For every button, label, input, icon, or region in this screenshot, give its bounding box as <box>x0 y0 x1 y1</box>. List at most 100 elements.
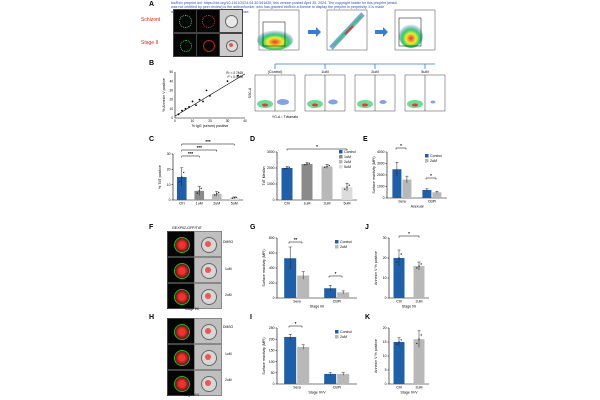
legend-label: 2uM <box>344 160 351 164</box>
x-axis-label: % IgG (serum) positive <box>192 124 229 128</box>
micrograph-grid-f <box>167 231 247 313</box>
data-point <box>216 193 218 195</box>
micrograph-dic <box>194 344 222 370</box>
data-point <box>288 166 290 169</box>
regression-line <box>174 73 246 117</box>
y-tick-label: 600 <box>269 251 275 255</box>
panel-label-a: A <box>149 1 155 8</box>
event-cloud-positive <box>430 100 436 104</box>
y-tick-label: 15 <box>383 340 387 344</box>
data-point <box>184 107 187 110</box>
significance-label: * <box>316 144 318 149</box>
y-tick-label: 400 <box>269 266 275 270</box>
flow-plot-2 <box>326 9 368 51</box>
bar <box>341 187 353 200</box>
bar <box>284 336 297 384</box>
y-tick-label: 0 <box>383 196 385 200</box>
legend-swatch <box>335 330 339 334</box>
y-tick-label: 800 <box>269 236 275 240</box>
y-axis-label: % TdT positive <box>158 165 162 189</box>
data-point <box>191 100 194 103</box>
group-label: Stage IV/V <box>308 391 326 395</box>
data-point <box>420 334 422 336</box>
panel-label-b: B <box>149 60 155 67</box>
data-point <box>182 171 185 174</box>
x-tick-label: CBPI <box>428 200 436 204</box>
micrograph-fluorescence <box>167 318 195 344</box>
event-cloud-positive <box>379 100 387 104</box>
row-label-2um-h: 2uM <box>225 378 232 382</box>
panel-label-h: H <box>149 314 155 321</box>
bar <box>301 164 313 200</box>
header-line-1[interactable]: bioRxiv preprint doi: https://doi.org/10… <box>171 1 398 5</box>
data-point <box>177 113 180 116</box>
data-point <box>328 164 330 167</box>
micrograph-fluorescence <box>167 231 195 257</box>
flow-condition-label: (Control) <box>268 70 284 74</box>
data-point <box>231 197 234 199</box>
event-core <box>362 103 368 107</box>
x-tick-label: 0 <box>174 119 176 123</box>
x-tick-label: 40 <box>243 119 247 123</box>
micrograph-schizont-red <box>196 9 220 33</box>
y-tick-label: 200 <box>269 281 275 285</box>
data-point <box>344 188 346 190</box>
event-core <box>312 103 318 107</box>
y-tick-label: 0 <box>273 296 275 300</box>
micrograph-grid-h <box>167 318 247 396</box>
y-axis-label: TdT Median <box>262 166 266 185</box>
data-point <box>308 162 310 165</box>
bar <box>211 193 222 200</box>
arrow-icon <box>308 27 321 37</box>
significance-label: * <box>335 271 337 276</box>
legend-label: Control <box>340 330 352 334</box>
micrograph-dic <box>194 318 222 344</box>
y-tick-label: 10 <box>169 107 173 111</box>
data-point <box>304 163 306 166</box>
data-point <box>418 265 420 267</box>
x-tick-label: 5uM <box>344 202 351 206</box>
panel-label-i: I <box>250 314 252 321</box>
bar <box>229 197 240 200</box>
chart-i: 0 50 100 150 200 250 Surface reactivity (MFI) S… <box>262 321 357 395</box>
arrow-icon <box>375 27 388 37</box>
data-point <box>235 196 237 199</box>
bar <box>324 288 337 298</box>
y-axis-label: Surface reactivity (MFI) <box>262 249 266 286</box>
x-tick-label: Sera <box>293 386 301 390</box>
flow-condition-label: 2uM <box>371 70 378 74</box>
x-tick-label: 2uM <box>416 386 423 390</box>
y-tick-label: 40 <box>169 79 173 83</box>
panel-f-stage: Stage I/II <box>185 307 199 311</box>
micrograph-stage-ii-dic <box>219 33 243 57</box>
y-tick-label: 150 <box>269 349 275 353</box>
micrograph-schizont-green <box>173 9 197 33</box>
significance-label: ** <box>294 237 298 242</box>
bar <box>432 192 442 198</box>
significance-label: * <box>408 231 410 236</box>
panel-label-f: F <box>149 224 154 231</box>
legend-label: 5uM <box>344 165 351 169</box>
data-point <box>198 98 201 101</box>
y-tick-label: 2000 <box>377 173 385 177</box>
x-tick-label: CBPI <box>333 300 341 304</box>
x-tick-label: Sera <box>293 300 301 304</box>
x-tick-label: Ctrl <box>396 386 402 390</box>
chart-j: 0 10 20 30 Annexin V % positive Ctrl 2uMStage … <box>374 231 429 309</box>
data-point <box>420 263 422 265</box>
bar <box>176 177 187 200</box>
chart-g: 0 200 400 600 800 Surface reactivity (MFI) Ser… <box>262 236 357 309</box>
flow-gating-row <box>257 9 436 51</box>
micrograph-dic <box>194 257 222 283</box>
data-point <box>217 192 220 194</box>
legend-swatch <box>339 150 343 154</box>
row-label-stage-ii: Stage II <box>141 40 159 46</box>
flow-x-axis-label: YG-A :: Tdtomato <box>272 115 298 119</box>
bar <box>422 189 432 198</box>
y-tick-label: 20 <box>167 168 171 172</box>
row-label-dmso-f: DMSO <box>223 240 234 244</box>
bar <box>297 347 310 384</box>
data-point <box>324 166 326 169</box>
